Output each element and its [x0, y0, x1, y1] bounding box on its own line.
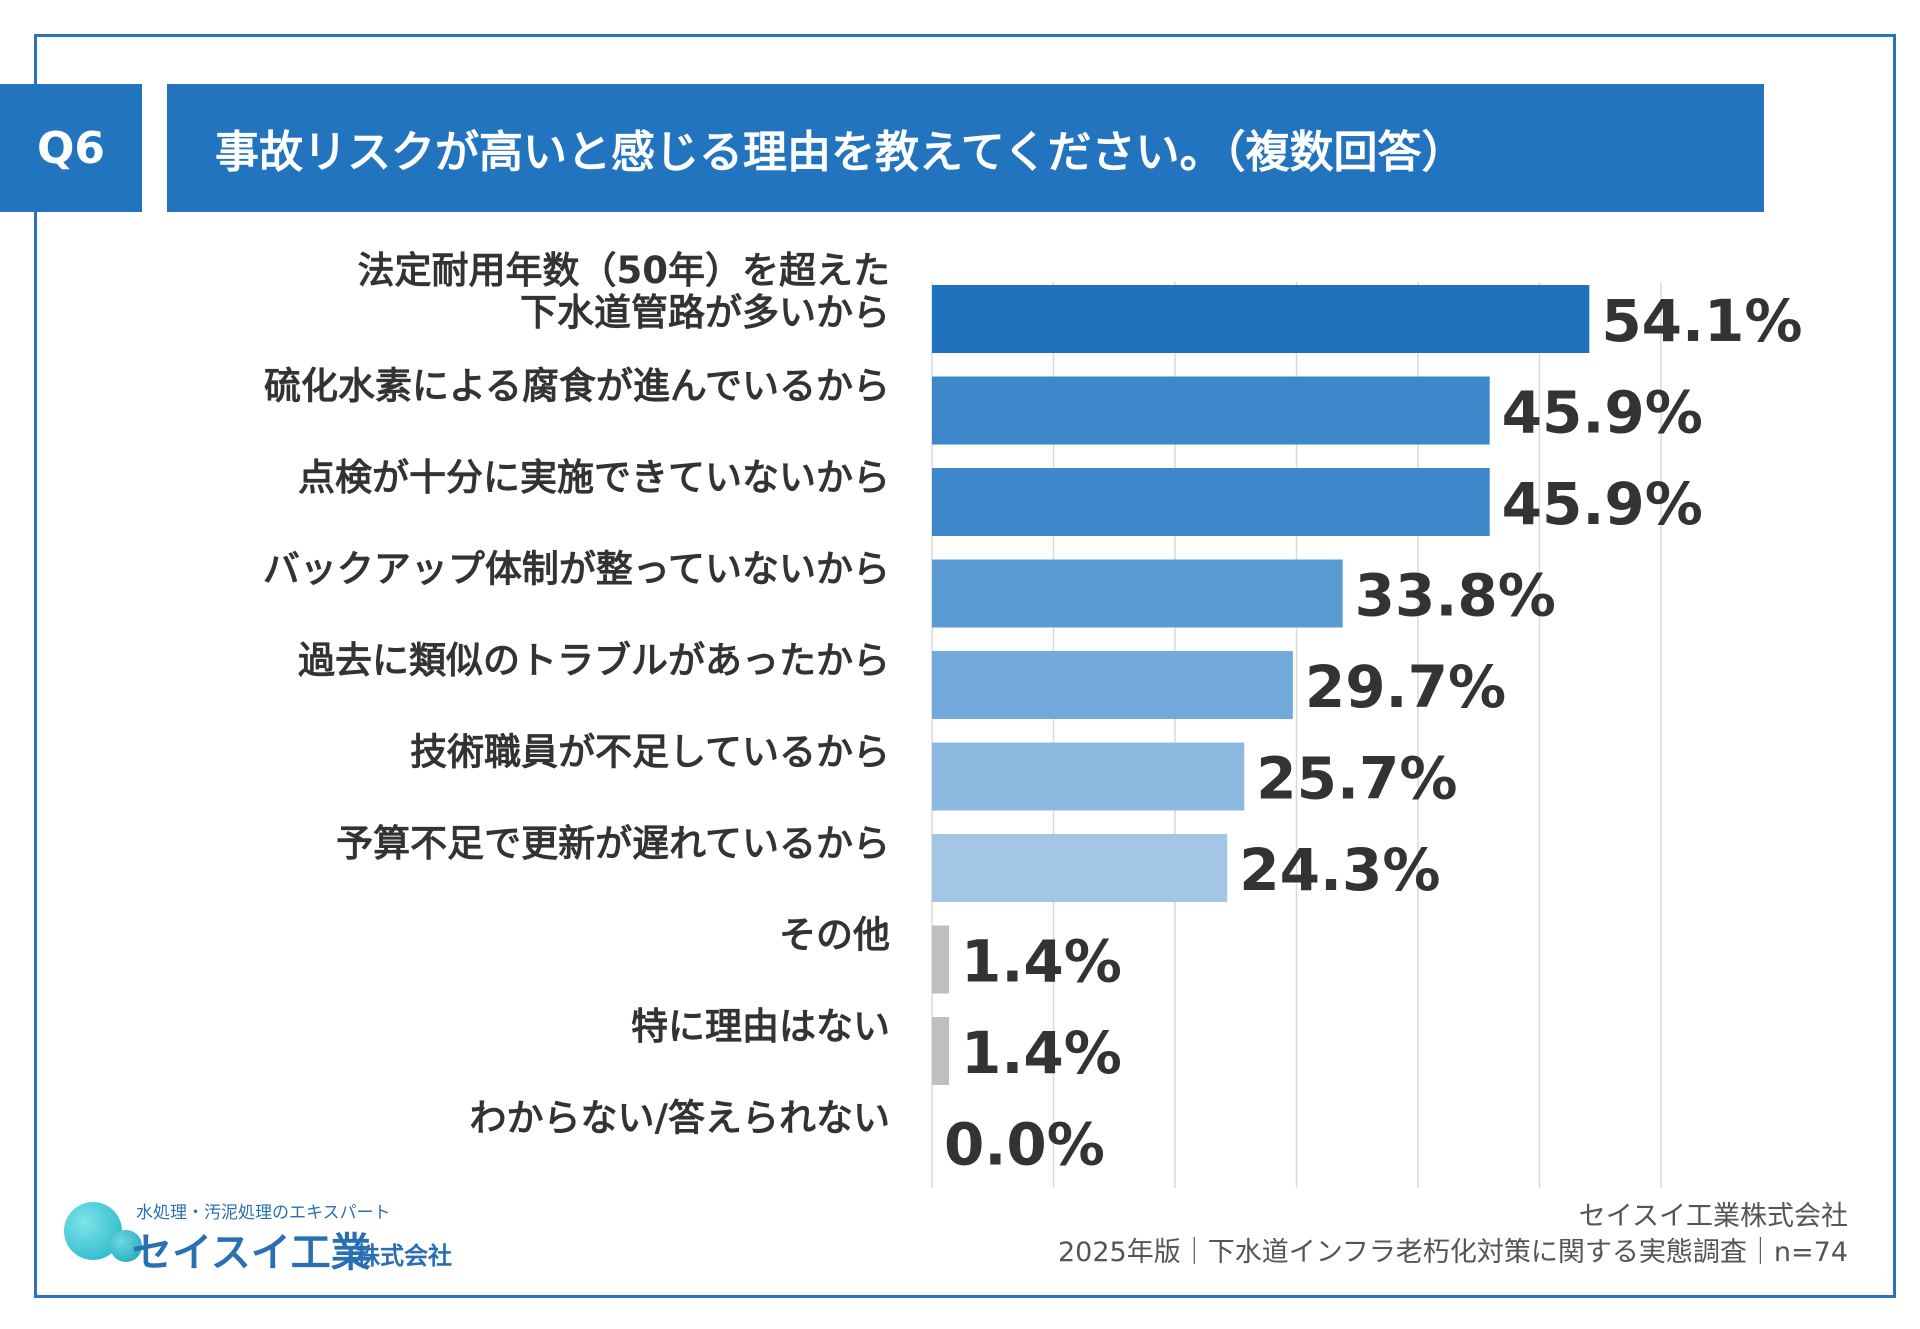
bar-4 — [932, 651, 1293, 719]
value-label-1: 45.9% — [1502, 379, 1703, 447]
bar-1 — [932, 376, 1490, 445]
bar-8 — [932, 1017, 950, 1085]
bar-2 — [932, 468, 1490, 536]
bar-6 — [932, 834, 1228, 902]
value-label-9: 0.0% — [944, 1111, 1105, 1179]
footer-survey: 2025年版｜下水道インフラ老朽化対策に関する実態調査｜n=74 — [1058, 1237, 1848, 1268]
bar-5 — [932, 742, 1245, 811]
category-label-6: 予算不足で更新が遅れているから — [336, 822, 890, 865]
footer-company: セイスイ工業株式会社 — [1578, 1201, 1848, 1232]
bar-7 — [932, 925, 950, 994]
bar-0 — [932, 285, 1590, 353]
value-label-6: 24.3% — [1239, 836, 1440, 904]
category-label-0-line-1: 下水道管路が多いから — [520, 291, 890, 334]
value-label-4: 29.7% — [1305, 653, 1506, 721]
value-label-2: 45.9% — [1502, 470, 1703, 538]
logo-name: セイスイ工業 — [132, 1230, 371, 1276]
category-label-2: 点検が十分に実施できていないから — [298, 456, 890, 499]
category-label-1: 硫化水素による腐食が進んでいるから — [264, 365, 890, 408]
category-label-3: バックアップ体制が整っていないから — [263, 548, 890, 591]
category-label-0-line-0: 法定耐用年数（50年）を超えた — [358, 249, 891, 292]
value-label-5: 25.7% — [1256, 745, 1457, 813]
value-label-7: 1.4% — [961, 928, 1122, 996]
logo-suffix: 株式会社 — [356, 1242, 452, 1270]
category-label-5: 技術職員が不足しているから — [410, 731, 890, 774]
question-title: 事故リスクが高いと感じる理由を教えてください。（複数回答） — [167, 84, 1764, 212]
value-label-3: 33.8% — [1355, 562, 1556, 630]
logo-tagline: 水処理・汚泥処理のエキスパート — [136, 1203, 391, 1223]
chart-frame — [34, 34, 1896, 1298]
question-badge: Q6 — [0, 84, 142, 212]
company-logo: 水処理・汚泥処理のエキスパート セイスイ工業 株式会社 — [60, 1192, 500, 1276]
value-label-0: 54.1% — [1601, 287, 1802, 355]
category-label-4: 過去に類似のトラブルがあったから — [298, 639, 890, 682]
category-label-7: その他 — [779, 914, 890, 957]
category-label-8: 特に理由はない — [631, 1005, 890, 1048]
bar-3 — [932, 559, 1343, 628]
logo-small-bubble-icon — [110, 1230, 142, 1262]
question-title-text: 事故リスクが高いと感じる理由を教えてください。（複数回答） — [215, 127, 1466, 178]
value-label-8: 1.4% — [961, 1019, 1122, 1087]
category-label-9: わからない/答えられない — [469, 1097, 890, 1140]
